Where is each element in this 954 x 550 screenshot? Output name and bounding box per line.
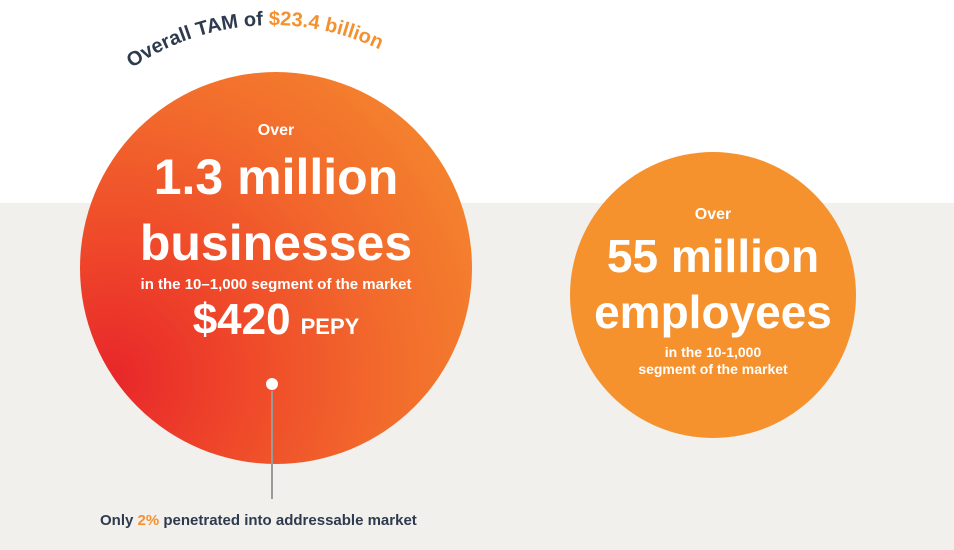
price-row: $420 PEPY: [193, 295, 360, 345]
callout-dot: [266, 378, 278, 390]
price-unit: PEPY: [300, 314, 360, 339]
employees-segment-line1: in the 10-1,000: [664, 344, 762, 360]
price-value: $420: [192, 295, 291, 344]
penetration-prefix: Only: [100, 512, 138, 529]
businesses-count: 1.3 million: [153, 149, 399, 205]
employees-circle: Over 55 million employees in the 10-1,00…: [570, 152, 856, 438]
tam-title-value: $23.4 billion: [269, 8, 387, 54]
businesses-word: businesses: [139, 215, 413, 271]
businesses-segment: in the 10–1,000 segment of the market: [140, 276, 412, 293]
businesses-over-label: Over: [257, 122, 295, 139]
penetration-value: 2%: [137, 512, 160, 529]
tam-title-prefix: Overall TAM of: [123, 8, 269, 72]
penetration-note: Only 2% penetrated into addressable mark…: [100, 512, 417, 529]
svg-text:Overall TAM of $23.4 billion: Overall TAM of $23.4 billion: [123, 8, 387, 72]
employees-segment-line2: segment of the market: [638, 361, 788, 377]
employees-over-label: Over: [694, 206, 732, 223]
employees-count: 55 million: [606, 230, 820, 282]
employees-word: employees: [594, 286, 832, 338]
callout-line: [271, 391, 273, 499]
businesses-circle: Over 1.3 million businesses in the 10–1,…: [80, 72, 472, 464]
penetration-suffix: penetrated into addressable market: [159, 512, 417, 529]
tam-title: Overall TAM of $23.4 billion: [123, 8, 387, 72]
